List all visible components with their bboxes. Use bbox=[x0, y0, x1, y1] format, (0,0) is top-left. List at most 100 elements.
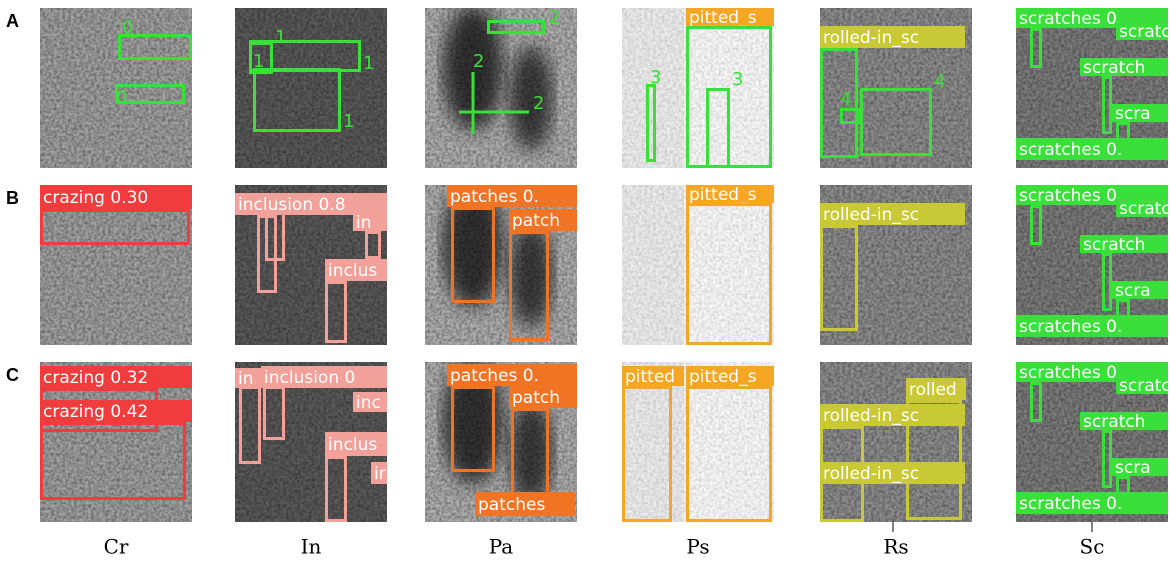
column-label: Rs bbox=[883, 535, 908, 559]
bounding-box bbox=[487, 20, 545, 34]
label-tag bbox=[325, 259, 387, 281]
box-label: 4 bbox=[840, 89, 851, 110]
box-label: 2 bbox=[549, 7, 560, 28]
label-tag bbox=[509, 386, 577, 408]
label-tag bbox=[40, 185, 192, 209]
label-tag bbox=[820, 404, 965, 426]
image-panel: rolled rolled-in_sc rolled-in_sc bbox=[820, 362, 972, 522]
image-panel: 00 bbox=[40, 8, 192, 168]
box-label: rolled-in_sc bbox=[823, 464, 919, 484]
panel-texture bbox=[235, 8, 387, 168]
box-label: patches 0. bbox=[450, 366, 539, 386]
label-tag bbox=[820, 26, 965, 48]
label-tag bbox=[447, 364, 577, 386]
box-label: pitted_s bbox=[689, 185, 757, 205]
image-panel: 11 11 bbox=[235, 8, 387, 168]
label-tag bbox=[40, 366, 192, 388]
label-tag bbox=[353, 392, 387, 412]
bounding-box bbox=[451, 386, 495, 472]
box-label: scratches 0. bbox=[1019, 317, 1122, 337]
box-label: patches 0. bbox=[450, 187, 539, 207]
box-label: scra bbox=[1115, 281, 1151, 301]
image-panel: rolled-in_sc bbox=[820, 185, 972, 345]
label-tag bbox=[1016, 138, 1168, 160]
bounding-box bbox=[686, 386, 772, 522]
bounding-box bbox=[249, 42, 273, 74]
box-label: ir bbox=[374, 464, 386, 484]
row-label: C bbox=[6, 365, 19, 385]
label-tag bbox=[1080, 235, 1168, 253]
image-panel: pitted_s 3 3 bbox=[622, 8, 774, 168]
image-panel: patches 0.patch patches bbox=[425, 362, 577, 522]
bounding-box bbox=[365, 231, 381, 259]
bounding-box bbox=[840, 108, 860, 124]
box-label: 3 bbox=[650, 67, 661, 88]
box-label: inclusion 0 bbox=[264, 368, 355, 388]
box-label: crazing 0.30 bbox=[43, 188, 148, 208]
label-tag bbox=[820, 203, 965, 225]
box-label: scratch bbox=[1083, 235, 1145, 255]
bounding-box bbox=[860, 88, 932, 156]
label-tag bbox=[1016, 315, 1168, 337]
box-label: 0 bbox=[122, 17, 133, 38]
label-tag bbox=[686, 366, 774, 386]
bounding-box bbox=[706, 88, 730, 168]
box-label: 3 bbox=[732, 69, 743, 90]
box-label: scratc bbox=[1119, 22, 1170, 42]
box-label: crazing 0.32 bbox=[43, 368, 148, 388]
image-panel: rolled-in_sc 4 4 bbox=[820, 8, 972, 168]
box-label: scratc bbox=[1119, 376, 1170, 396]
label-tag bbox=[1080, 58, 1168, 76]
label-tag bbox=[235, 193, 387, 215]
box-label: 4 bbox=[934, 71, 945, 92]
bounding-box bbox=[820, 48, 858, 158]
box-label: rolled-in_sc bbox=[823, 406, 919, 426]
label-tag bbox=[1016, 492, 1168, 514]
label-tag bbox=[1112, 281, 1168, 299]
box-label: pitted_s bbox=[689, 367, 757, 387]
panel-texture bbox=[425, 8, 577, 168]
label-tag bbox=[1116, 22, 1168, 40]
bounding-box bbox=[509, 231, 549, 341]
image-panel: crazing 0.30 bbox=[40, 185, 192, 345]
column-label: In bbox=[301, 535, 322, 559]
box-label: 1 bbox=[343, 111, 354, 132]
label-tag bbox=[353, 213, 387, 231]
box-label: crazing 0.42 bbox=[43, 402, 148, 422]
box-label: inclusion 0.8 bbox=[238, 195, 346, 215]
bounding-box bbox=[1030, 28, 1042, 68]
bounding-box bbox=[253, 68, 341, 132]
label-tag bbox=[1080, 412, 1168, 430]
bounding-box bbox=[1030, 205, 1042, 245]
box-label: scra bbox=[1115, 458, 1151, 478]
label-tag bbox=[820, 462, 965, 484]
column-label: Pa bbox=[489, 535, 514, 559]
bounding-box bbox=[451, 207, 495, 303]
label-tag bbox=[447, 185, 577, 207]
panel-texture bbox=[622, 185, 774, 345]
box-label: scra bbox=[1115, 104, 1151, 124]
image-panel: inclusion 0.8 in inclus bbox=[235, 185, 387, 345]
label-tag bbox=[622, 366, 684, 386]
box-label: scratc bbox=[1119, 199, 1170, 219]
box-label: scratch bbox=[1083, 58, 1145, 78]
bounding-box bbox=[40, 422, 186, 500]
label-tag bbox=[906, 378, 966, 400]
bounding-box bbox=[118, 34, 192, 60]
bounding-box bbox=[820, 225, 858, 331]
box-label: in bbox=[238, 369, 254, 389]
image-panel: pitted pitted_s bbox=[622, 362, 774, 522]
box-label: scratches 0. bbox=[1019, 363, 1122, 383]
bounding-box bbox=[686, 203, 772, 345]
label-tag bbox=[1112, 104, 1168, 122]
bounding-box bbox=[622, 386, 672, 522]
bounding-box bbox=[1102, 253, 1112, 311]
box-label: 2 bbox=[533, 93, 544, 114]
box-label: rolled-in_sc bbox=[823, 28, 919, 48]
box-label: 2 bbox=[473, 51, 484, 72]
box-label: pitted bbox=[625, 367, 675, 387]
bounding-box bbox=[325, 281, 347, 343]
